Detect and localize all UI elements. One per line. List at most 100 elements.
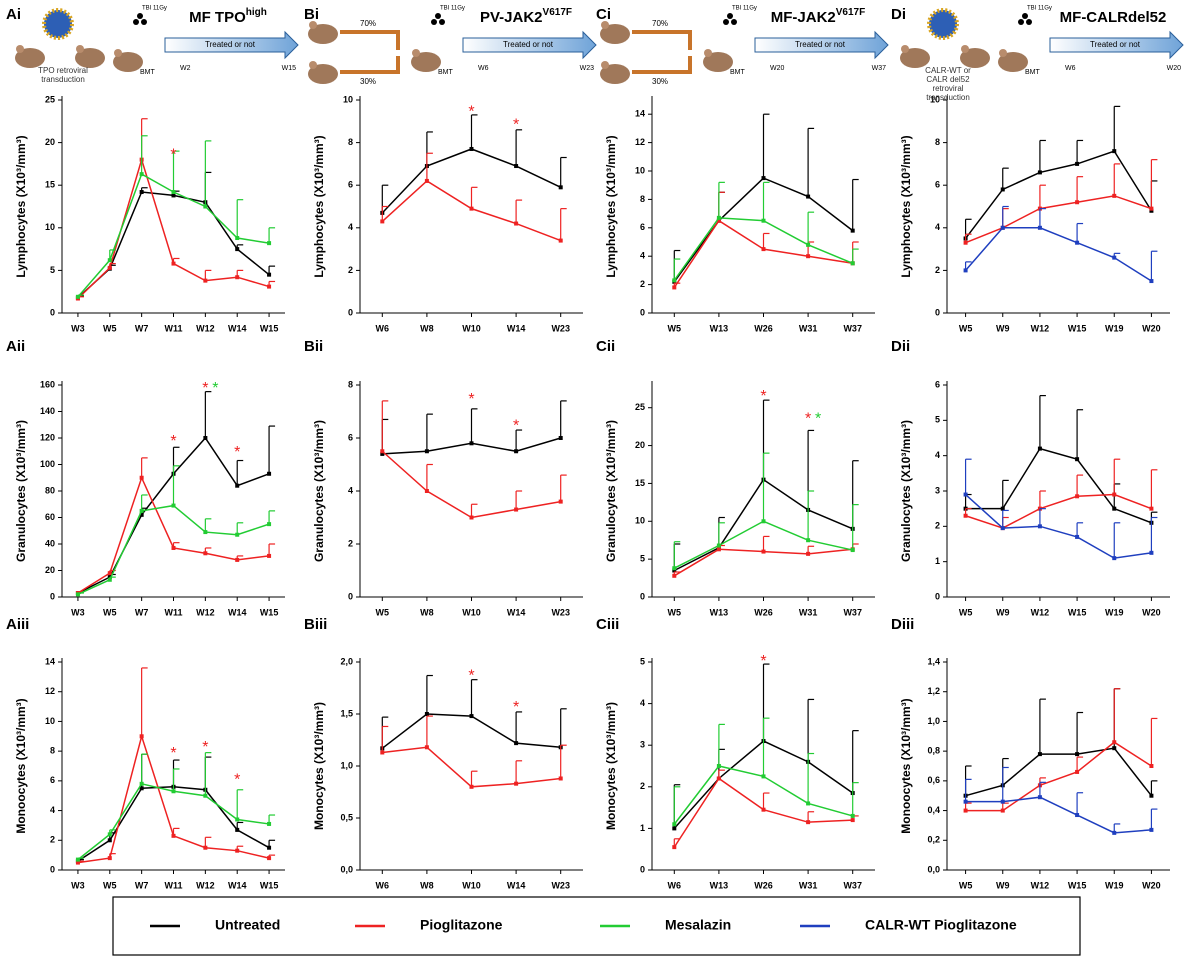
point bbox=[380, 750, 385, 755]
panel-label: Bii bbox=[304, 338, 323, 355]
mouse-ear bbox=[76, 45, 84, 53]
panel-label: Ci bbox=[596, 6, 611, 23]
series-line bbox=[673, 219, 853, 288]
point bbox=[267, 845, 272, 850]
x-tick-label: W3 bbox=[71, 607, 85, 617]
treatment-arrow bbox=[462, 30, 597, 60]
y-tick-label: 1 bbox=[640, 823, 645, 833]
panel-label: Dii bbox=[891, 338, 910, 355]
legend-label: CALR-WT Pioglitazone bbox=[865, 917, 1017, 933]
point bbox=[850, 228, 855, 233]
y-tick-label: 4 bbox=[348, 222, 353, 232]
point bbox=[203, 436, 208, 440]
y-tick-label: 1 bbox=[935, 556, 940, 566]
point bbox=[1149, 793, 1154, 798]
mouse-ear bbox=[999, 49, 1007, 57]
series-line bbox=[964, 150, 1153, 239]
point bbox=[469, 515, 474, 520]
point bbox=[424, 745, 429, 750]
x-tick-label: W20 bbox=[1142, 880, 1161, 890]
y-tick-label: 1,5 bbox=[340, 708, 353, 718]
point bbox=[850, 813, 855, 818]
x-tick-label: W19 bbox=[1105, 607, 1124, 617]
significance-mark: * bbox=[760, 653, 766, 670]
point bbox=[1075, 769, 1080, 774]
point bbox=[761, 549, 766, 554]
y-tick-label: 4 bbox=[640, 698, 645, 708]
mouse-ear bbox=[961, 45, 969, 53]
point bbox=[267, 272, 272, 277]
series-line bbox=[965, 741, 1152, 812]
x-tick-label: W5 bbox=[376, 607, 390, 617]
point bbox=[716, 776, 721, 781]
x-tick-label: W14 bbox=[507, 607, 526, 617]
point bbox=[469, 784, 474, 789]
mouse-ear bbox=[16, 45, 24, 53]
point bbox=[558, 238, 563, 243]
y-tick-label: 2 bbox=[348, 265, 353, 275]
point bbox=[1112, 193, 1117, 198]
significance-mark: * bbox=[468, 668, 474, 685]
y-tick-label: 0,8 bbox=[927, 746, 940, 756]
point bbox=[716, 543, 721, 548]
mouse-ear bbox=[114, 49, 122, 57]
y-tick-label: 4 bbox=[348, 485, 353, 495]
title-main: PV-JAK2 bbox=[480, 9, 543, 26]
point bbox=[672, 573, 677, 578]
point bbox=[1149, 208, 1154, 213]
point bbox=[1149, 206, 1154, 211]
point bbox=[171, 190, 176, 195]
point bbox=[380, 219, 385, 224]
panel-label: Bi bbox=[304, 6, 319, 23]
legend-box bbox=[112, 896, 1081, 956]
x-tick-label: W31 bbox=[799, 880, 818, 890]
point bbox=[1000, 187, 1005, 192]
point bbox=[267, 553, 272, 558]
bmt-label: BMT bbox=[140, 69, 156, 76]
series-line bbox=[965, 796, 1152, 834]
y-axis-label: Monocytes (X10³/mm³) bbox=[312, 702, 326, 830]
x-tick-label: W9 bbox=[996, 323, 1010, 333]
y-tick-label: 0 bbox=[935, 307, 940, 317]
x-tick-label: W31 bbox=[799, 607, 818, 617]
y-tick-label: 0 bbox=[640, 307, 645, 317]
percent-label: 70% bbox=[360, 19, 376, 28]
point bbox=[171, 789, 176, 794]
point bbox=[469, 206, 474, 211]
mouse-icon bbox=[703, 52, 733, 72]
radiation-label: TBI 11Gy bbox=[440, 6, 465, 12]
point bbox=[963, 799, 968, 804]
week-label: W37 bbox=[872, 65, 887, 72]
y-tick-label: 2 bbox=[935, 265, 940, 275]
y-tick-label: 0 bbox=[348, 307, 353, 317]
x-tick-label: W6 bbox=[376, 323, 390, 333]
radiation-label: TBI 11Gy bbox=[732, 6, 757, 12]
y-tick-label: 25 bbox=[635, 402, 645, 412]
mouse-icon bbox=[600, 24, 630, 44]
radiation-label: TBI 11Gy bbox=[142, 6, 167, 12]
week-label: W23 bbox=[580, 65, 595, 72]
point bbox=[1112, 255, 1117, 260]
point bbox=[107, 571, 112, 576]
significance-mark: * bbox=[760, 388, 766, 405]
bmt-label: BMT bbox=[730, 69, 746, 76]
radiation-icon bbox=[1018, 19, 1024, 25]
legend-label: Pioglitazone bbox=[420, 917, 503, 933]
radiation-icon bbox=[137, 13, 143, 19]
point bbox=[558, 185, 563, 190]
y-tick-label: 20 bbox=[45, 565, 55, 575]
radiation-label: TBI 11Gy bbox=[1027, 6, 1052, 12]
x-tick-label: W6 bbox=[668, 880, 682, 890]
point bbox=[761, 774, 766, 779]
x-tick-label: W9 bbox=[996, 607, 1010, 617]
y-tick-label: 14 bbox=[45, 656, 55, 666]
mouse-icon bbox=[308, 64, 338, 84]
y-tick-label: 3 bbox=[935, 485, 940, 495]
week-label: W6 bbox=[1065, 65, 1076, 72]
point bbox=[139, 508, 144, 513]
point bbox=[672, 826, 677, 831]
y-tick-label: 2 bbox=[348, 538, 353, 548]
significance-mark: * bbox=[202, 380, 208, 397]
x-tick-label: W26 bbox=[754, 880, 773, 890]
point bbox=[806, 538, 811, 543]
